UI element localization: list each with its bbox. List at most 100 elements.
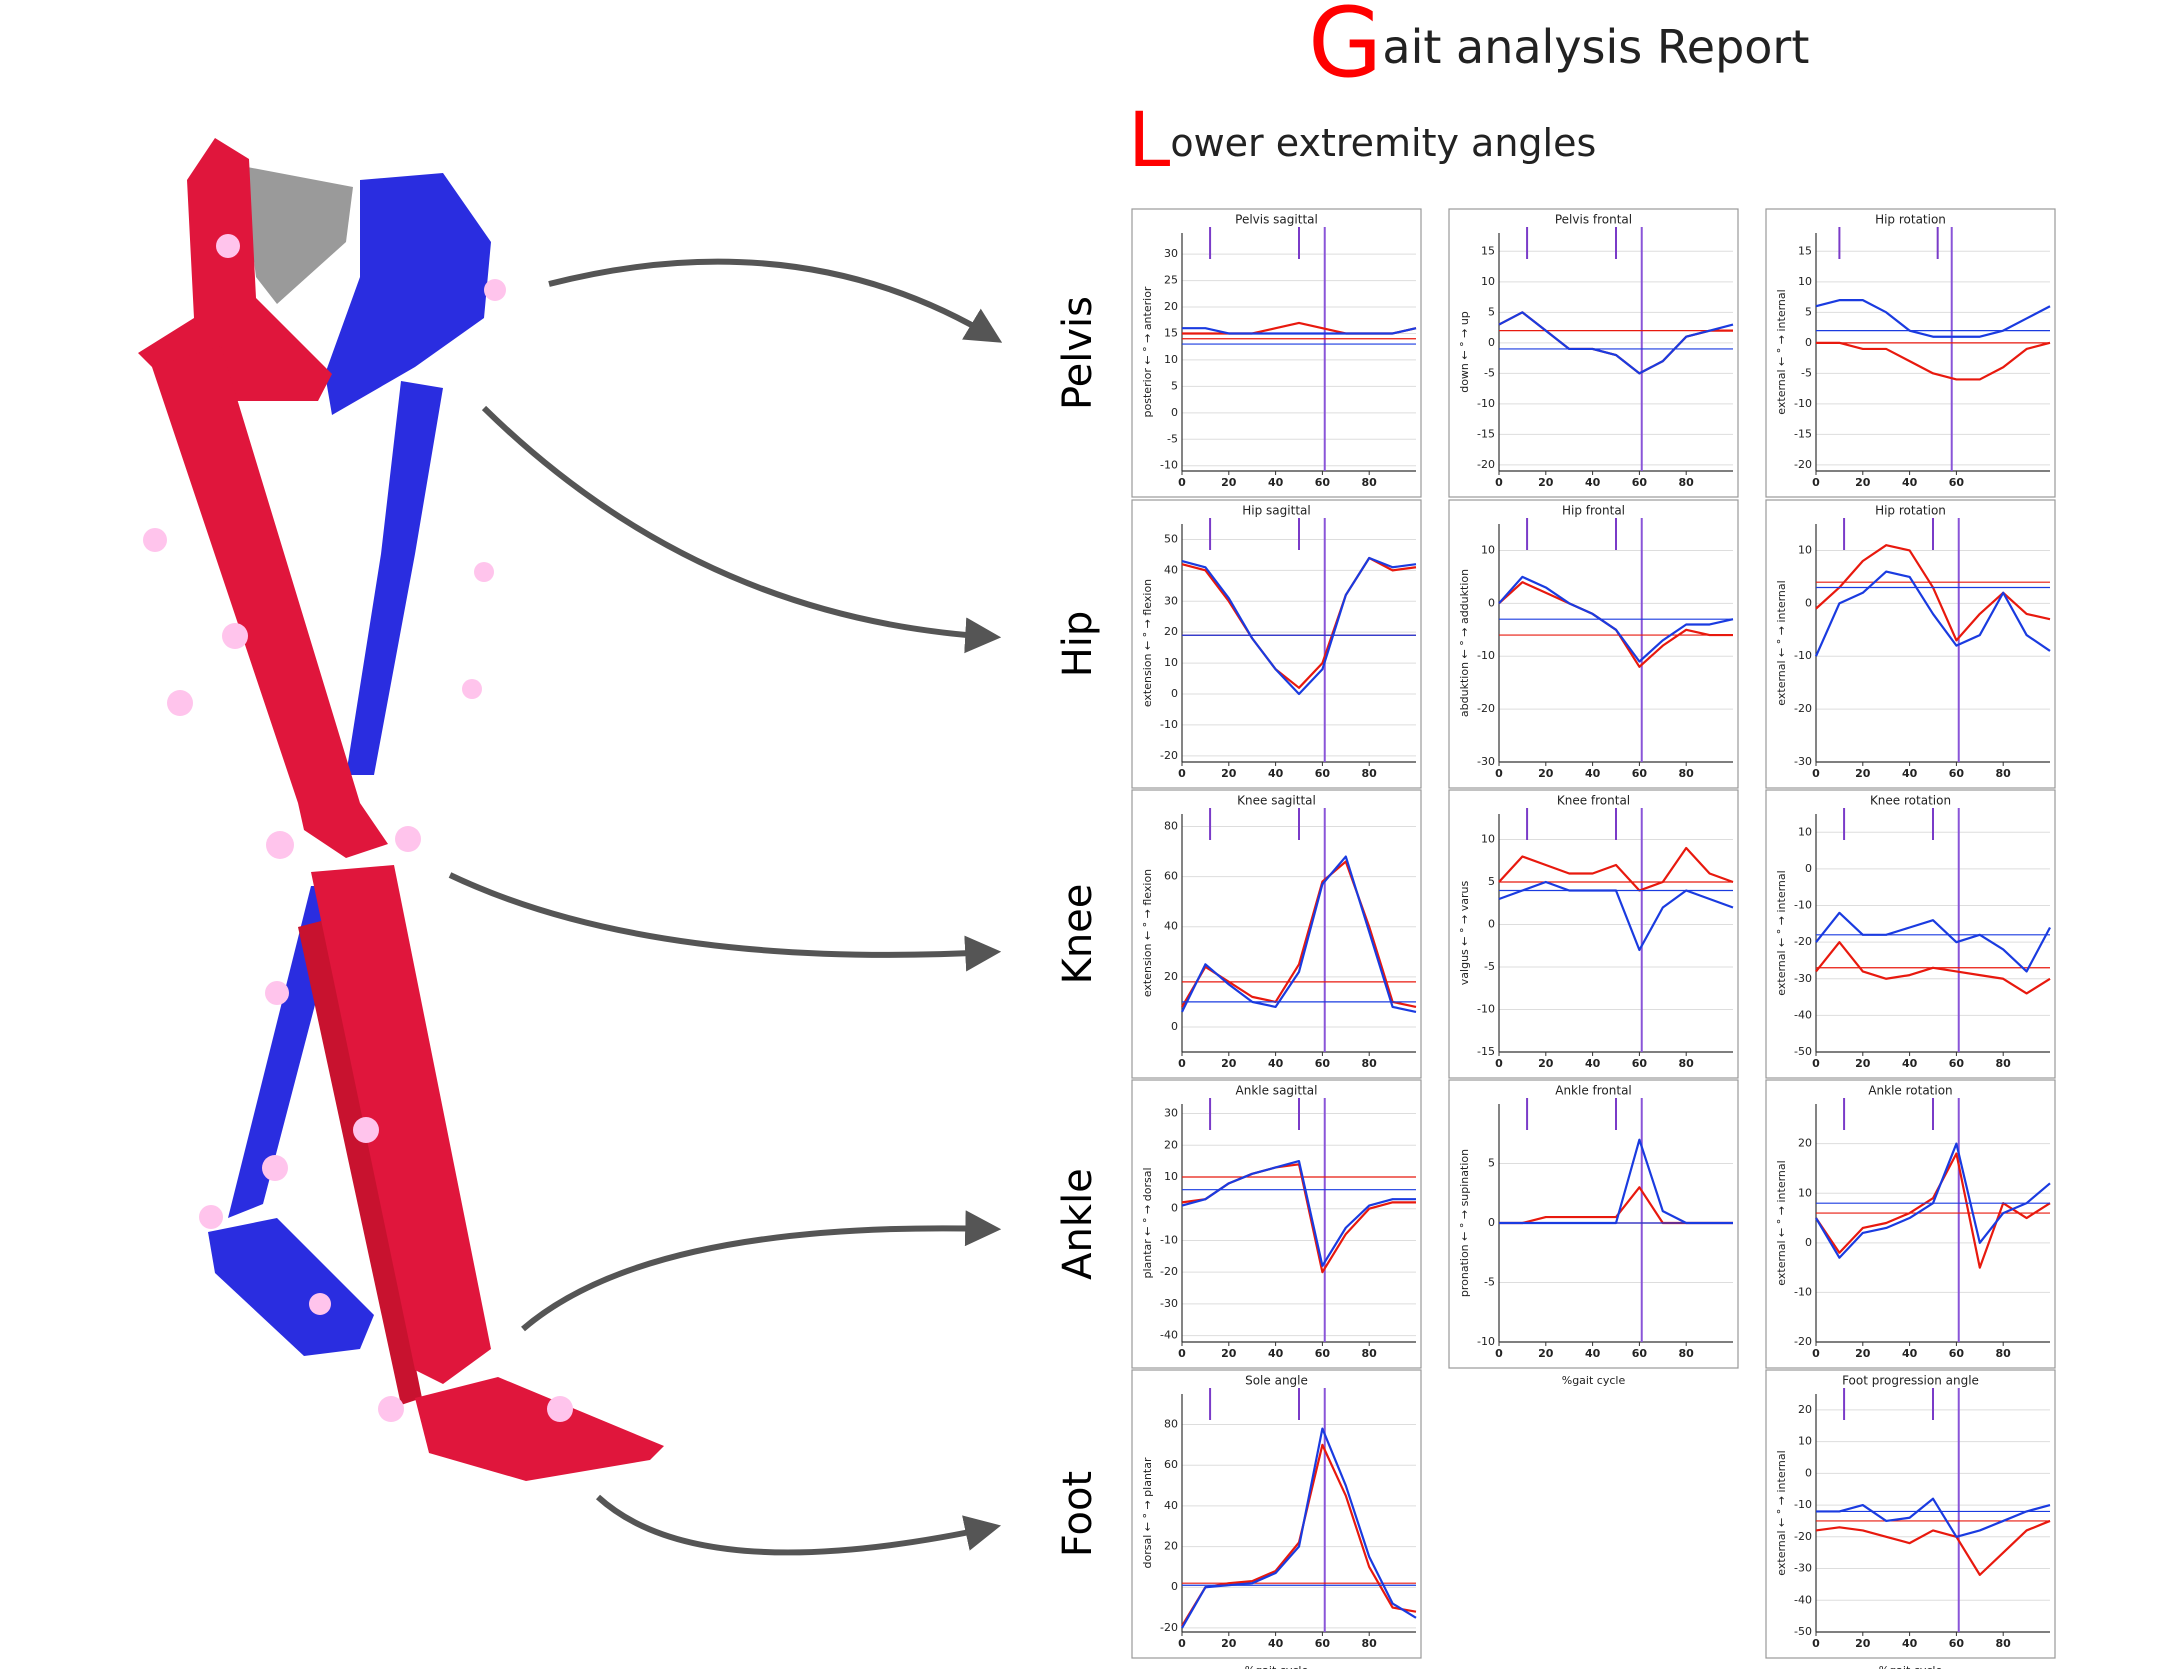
marker [547,1396,573,1422]
blue-pelvis [325,173,491,415]
x-tick-label: 20 [1538,767,1554,780]
y-tick-label: 40 [1164,1499,1178,1512]
x-tick-label: 40 [1268,1347,1284,1360]
x-tick-label: 60 [1632,767,1648,780]
y-tick-label: -20 [1477,702,1495,715]
y-axis-label: external ← ° → internal [1775,580,1788,705]
x-tick-label: 20 [1538,476,1554,489]
row-label: Hip [1055,611,1101,678]
y-tick-label: -20 [1477,458,1495,471]
x-tick-label: 0 [1812,476,1820,489]
marker [143,528,167,552]
chart-frame [1765,789,2056,1079]
x-tick-label: 20 [1221,767,1237,780]
y-tick-label: 0 [1171,687,1178,700]
row-label: Knee [1055,884,1101,985]
x-tick-label: 0 [1812,1347,1820,1360]
y-tick-label: 0 [1805,1466,1812,1479]
series-line [1816,341,2051,381]
y-tick-label: -10 [1477,1003,1495,1016]
y-tick-label: -50 [1794,1625,1812,1638]
y-tick-label: -30 [1794,972,1812,985]
y-tick-label: 5 [1488,875,1495,888]
y-axis-label: down ← ° → up [1458,311,1471,393]
marker [353,1117,379,1143]
marker [167,690,193,716]
x-tick-label: 40 [1902,1637,1918,1650]
x-tick-label: 20 [1855,476,1871,489]
x-tick-label: 0 [1495,767,1503,780]
arrow [521,1210,1002,1332]
y-tick-label: 0 [1805,596,1812,609]
x-tick-label: 0 [1812,1637,1820,1650]
y-tick-label: -5 [1167,432,1178,445]
x-tick-label: 40 [1902,1347,1918,1360]
y-tick-label: -10 [1794,899,1812,912]
sacrum [242,166,353,304]
marker [309,1293,331,1315]
y-tick-label: -20 [1160,1265,1178,1278]
title-rest: ait analysis Report [1382,20,1809,74]
x-tick-label: 80 [1996,1347,2012,1360]
y-tick-label: 0 [1805,336,1812,349]
blue-femur [346,381,443,775]
marker [395,826,421,852]
series-line [1498,880,1734,952]
y-axis-label: dorsal ← ° → plantar [1141,1457,1154,1568]
y-tick-label: -50 [1794,1045,1812,1058]
series-line [1181,1160,1416,1267]
series-line [1815,941,2051,995]
y-tick-label: -10 [1160,459,1178,472]
x-tick-label: 80 [1362,1637,1378,1650]
row-label: Ankle [1055,1168,1101,1280]
red-fibula [298,920,422,1405]
y-tick-label: -20 [1794,1335,1812,1348]
y-tick-label: 60 [1164,870,1178,883]
x-tick-label: 40 [1585,476,1601,489]
y-tick-label: 5 [1171,379,1178,392]
x-tick-label: 60 [1632,1057,1648,1070]
y-tick-label: 30 [1164,594,1178,607]
y-tick-label: 0 [1171,1580,1178,1593]
y-tick-label: 50 [1164,532,1178,545]
x-tick-label: 80 [1679,1057,1695,1070]
x-tick-label: 60 [1315,1637,1331,1650]
y-tick-label: 15 [1798,244,1812,257]
x-tick-label: 40 [1902,476,1918,489]
x-tick-label: 20 [1221,476,1237,489]
y-tick-label: -10 [1794,397,1812,410]
arrow [595,1494,1002,1556]
series-line [1815,1152,2051,1269]
x-tick-label: 20 [1221,1057,1237,1070]
chart-frame [1131,208,1422,498]
y-tick-label: 20 [1164,300,1178,313]
x-tick-label: 60 [1949,1637,1965,1650]
y-tick-label: 25 [1164,274,1178,287]
y-tick-label: -15 [1794,427,1812,440]
x-tick-label: 20 [1855,1057,1871,1070]
x-tick-label: 20 [1855,1347,1871,1360]
red-tibia [311,865,491,1384]
y-tick-label: 0 [1488,918,1495,931]
series-line [1181,1427,1417,1629]
y-axis-label: external ← ° → internal [1775,1450,1788,1575]
chart-frame [1131,499,1422,789]
blue-foot [208,1218,374,1356]
x-tick-label: 40 [1268,767,1284,780]
x-tick-label: 60 [1949,1057,1965,1070]
chart-title: Foot progression angle [1842,1374,1979,1388]
x-tick-label: 80 [1679,476,1695,489]
skeleton [138,138,664,1481]
y-tick-label: 15 [1164,326,1178,339]
y-axis-label: external ← ° → internal [1775,870,1788,995]
x-tick-label: 20 [1538,1347,1554,1360]
chart-title: Pelvis sagittal [1235,213,1318,227]
marker [262,1155,288,1181]
y-tick-label: -20 [1160,749,1178,762]
x-tick-label: 40 [1585,1057,1601,1070]
y-tick-label: -20 [1794,702,1812,715]
series-line [1815,1519,2051,1576]
chart-title: Sole angle [1245,1374,1308,1388]
y-tick-label: -10 [1794,649,1812,662]
